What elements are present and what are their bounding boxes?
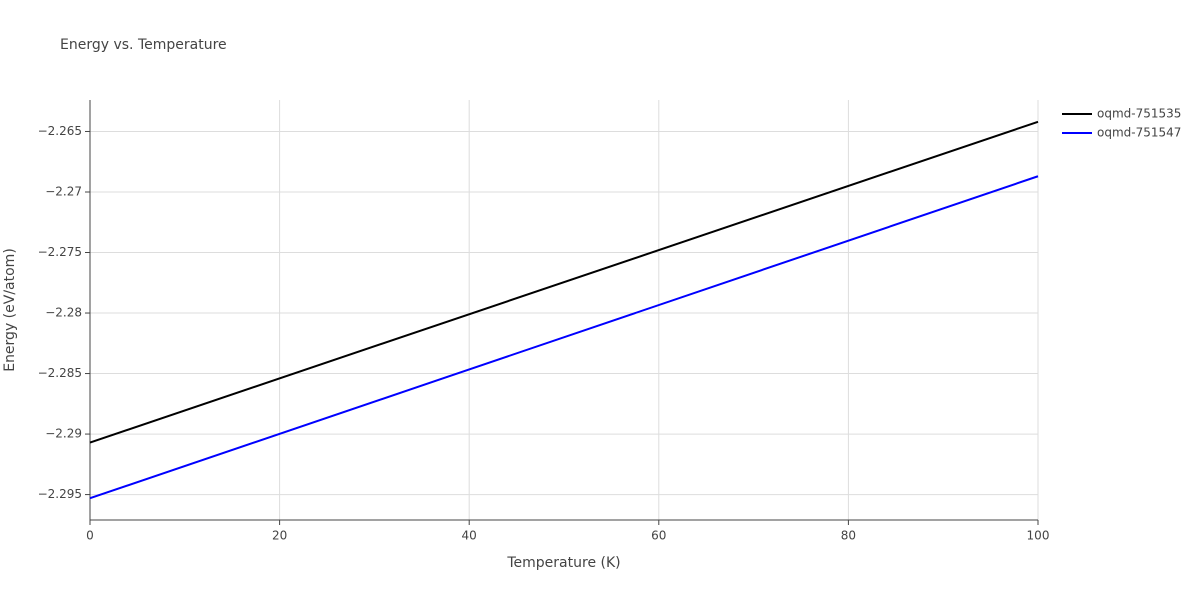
legend-label: oqmd-751547 xyxy=(1097,126,1181,140)
x-tick-label: 60 xyxy=(651,529,666,543)
x-tick-label: 100 xyxy=(1027,529,1050,543)
y-tick-label: −2.295 xyxy=(38,487,82,501)
legend-label: oqmd-751535 xyxy=(1097,107,1181,121)
x-tick-label: 80 xyxy=(841,529,856,543)
y-tick-label: −2.29 xyxy=(45,427,82,441)
x-tick-label: 20 xyxy=(272,529,287,543)
line xyxy=(89,120,1039,444)
x-axis-label: Temperature (K) xyxy=(506,555,620,571)
y-tick-label: −2.265 xyxy=(38,124,82,138)
y-tick-label: −2.28 xyxy=(45,306,82,320)
x-tick-label: 0 xyxy=(86,529,94,543)
x-tick-label: 40 xyxy=(462,529,477,543)
chart-title: Energy vs. Temperature xyxy=(60,37,227,53)
y-tick-label: −2.275 xyxy=(38,245,82,259)
line xyxy=(89,175,1039,500)
y-tick-label: −2.285 xyxy=(38,366,82,380)
y-axis-label: Energy (eV/atom) xyxy=(2,248,18,372)
y-tick-label: −2.27 xyxy=(45,184,82,198)
